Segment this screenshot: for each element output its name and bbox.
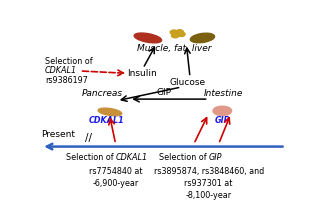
Ellipse shape <box>134 33 162 43</box>
Text: rs937301 at: rs937301 at <box>184 179 233 188</box>
Text: Present: Present <box>41 130 75 139</box>
Text: GIP: GIP <box>214 116 230 125</box>
Ellipse shape <box>213 106 232 116</box>
Ellipse shape <box>190 33 214 43</box>
Text: -6,900-year: -6,900-year <box>92 179 139 188</box>
Text: GIP: GIP <box>156 88 172 97</box>
Ellipse shape <box>170 30 178 34</box>
Text: Selection of: Selection of <box>66 153 116 162</box>
Text: CDKAL1: CDKAL1 <box>89 116 125 125</box>
Text: rs9386197: rs9386197 <box>45 76 88 85</box>
Text: Pancreas: Pancreas <box>81 89 123 98</box>
Text: -8,100-year: -8,100-year <box>186 191 232 200</box>
Text: Selection of: Selection of <box>158 153 209 162</box>
Ellipse shape <box>172 33 179 38</box>
Text: Muscle, fat, liver: Muscle, fat, liver <box>137 44 211 53</box>
Text: Glucose: Glucose <box>170 78 206 87</box>
Ellipse shape <box>178 32 185 37</box>
Text: Selection of: Selection of <box>45 57 92 66</box>
Text: rs7754840 at: rs7754840 at <box>89 167 142 176</box>
Text: CDKAL1: CDKAL1 <box>116 153 148 162</box>
Text: GIP: GIP <box>209 153 222 162</box>
Text: //: // <box>85 133 92 143</box>
Text: CDKAL1: CDKAL1 <box>45 66 77 75</box>
Text: rs3895874, rs3848460, and: rs3895874, rs3848460, and <box>154 167 264 176</box>
Ellipse shape <box>98 108 122 116</box>
Text: Intestine: Intestine <box>204 89 243 98</box>
Text: Insulin: Insulin <box>127 69 156 78</box>
Ellipse shape <box>176 30 183 34</box>
